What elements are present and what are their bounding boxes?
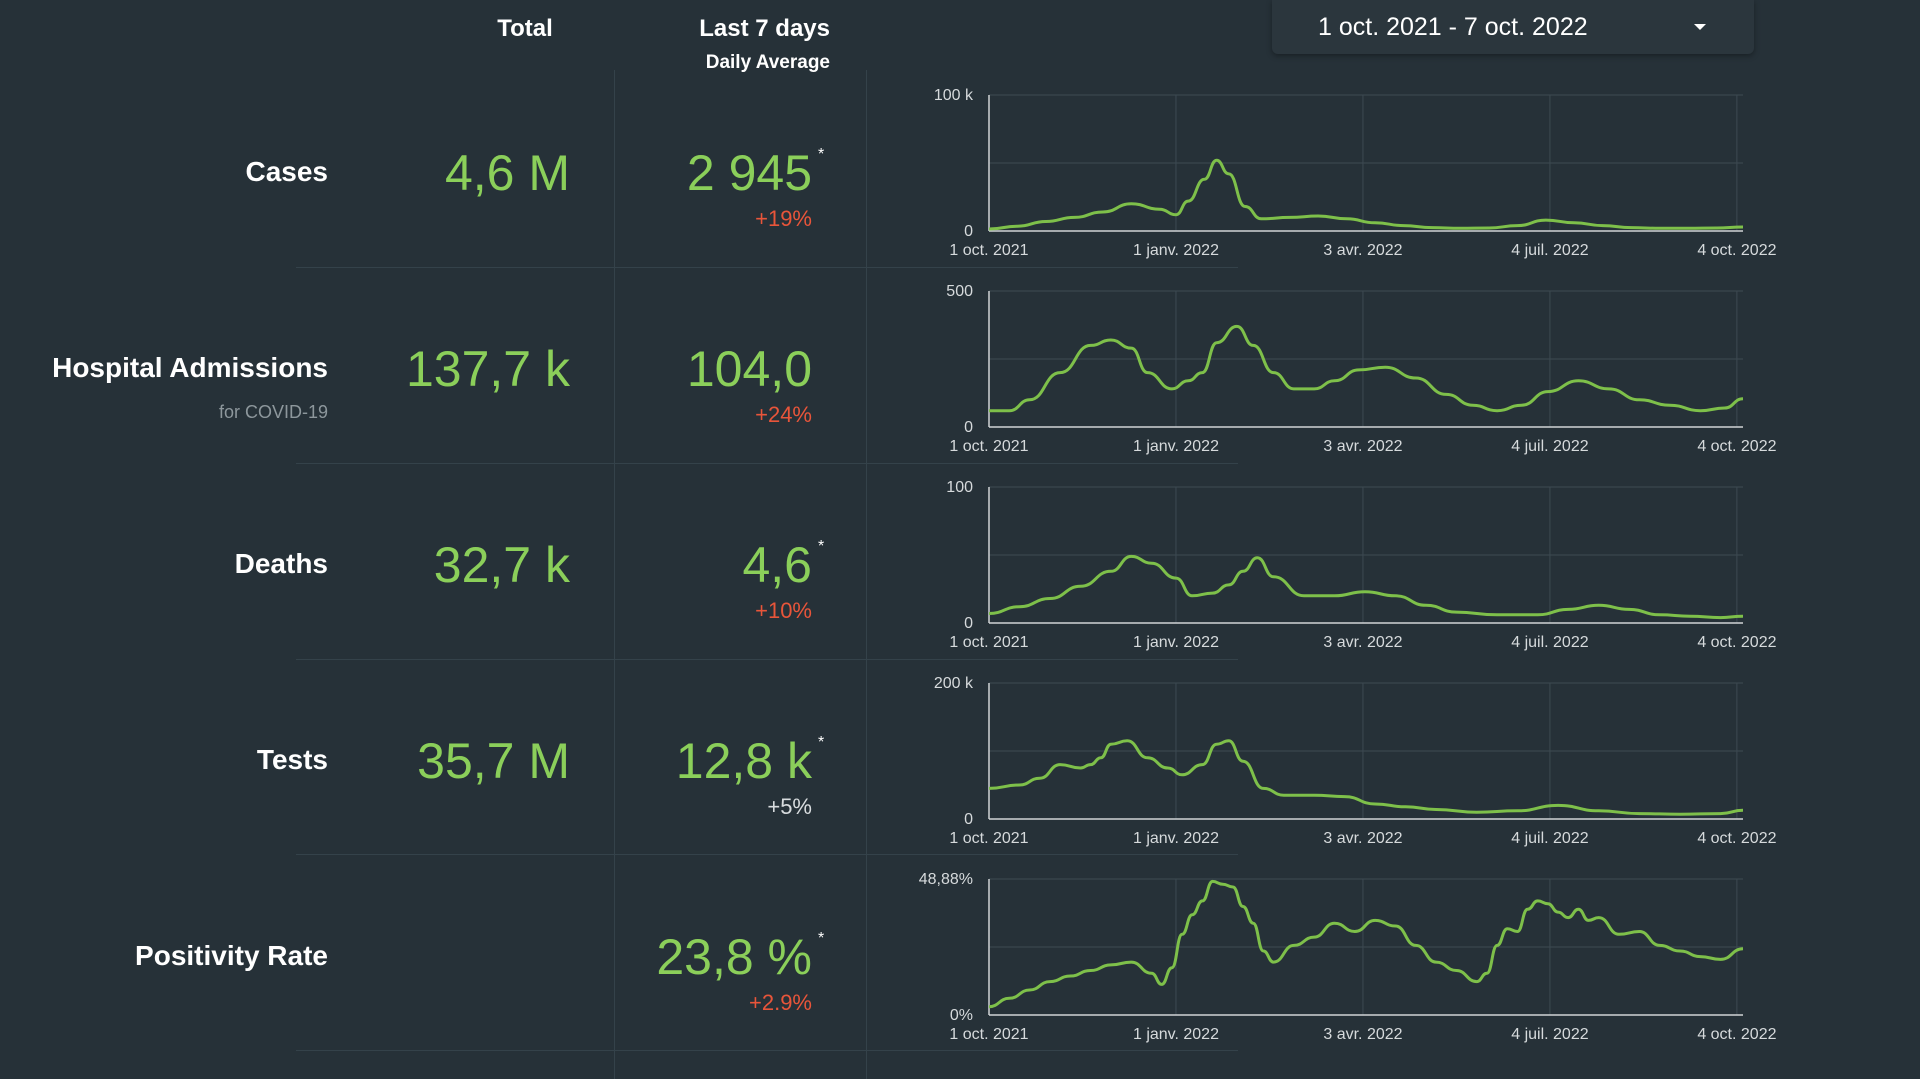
x-tick-label: 4 oct. 2022 — [1697, 634, 1776, 651]
x-tick-label: 1 oct. 2021 — [949, 1026, 1028, 1043]
series-line — [988, 158, 1744, 231]
series-line — [988, 739, 1744, 816]
metric-row-deaths: Deaths 32,7 k 4,6 * +10% — [0, 488, 1920, 684]
x-tick-label: 1 oct. 2021 — [949, 634, 1028, 651]
x-tick-label: 4 juil. 2022 — [1511, 830, 1588, 847]
metric-daily-average: 12,8 k — [675, 733, 812, 789]
metric-label: Hospital Admissions — [52, 352, 328, 383]
metric-daily-average: 104,0 — [686, 341, 812, 397]
date-range-label: 1 oct. 2021 - 7 oct. 2022 — [1318, 12, 1588, 41]
x-tick-label: 1 janv. 2022 — [1133, 438, 1219, 455]
footnote-asterisk: * — [818, 734, 825, 751]
row-divider — [296, 659, 1238, 660]
positivity-rate-trend-chart: 0% 48,88% 1 oct. 2021 1 janv. 2022 3 avr. 20… — [919, 871, 1777, 1043]
y-tick-label: 100 — [946, 479, 973, 496]
metric-row-cases: Cases 4,6 M 2 945 * +19% — [0, 96, 1920, 292]
y-tick-label: 500 — [946, 283, 973, 300]
metric-change: +19% — [755, 206, 812, 231]
metric-row-positivity-rate: Positivity Rate 23,8 % * +2.9% — [0, 880, 1920, 1076]
metric-change: +2.9% — [749, 990, 812, 1015]
x-tick-label: 4 juil. 2022 — [1511, 634, 1588, 651]
x-tick-label: 3 avr. 2022 — [1323, 242, 1402, 259]
metric-change: +5% — [767, 794, 812, 819]
metric-daily-average: 4,6 — [742, 537, 812, 593]
row-divider — [296, 854, 1238, 855]
cases-trend-chart: 0 100 k 1 oct. 2021 1 janv. 2022 3 avr. 2022… — [934, 87, 1777, 259]
chevron-down-icon[interactable] — [1694, 24, 1706, 30]
metric-label: Cases — [245, 156, 328, 187]
x-tick-label: 3 avr. 2022 — [1323, 634, 1402, 651]
metric-label: Deaths — [234, 548, 328, 579]
y-tick-label: 0 — [964, 419, 973, 436]
series-line — [988, 324, 1744, 413]
row-divider — [296, 1050, 1238, 1051]
y-tick-label: 200 k — [934, 675, 974, 692]
metric-total: 32,7 k — [433, 537, 570, 593]
x-tick-label: 1 oct. 2021 — [949, 438, 1028, 455]
x-tick-label: 4 juil. 2022 — [1511, 1026, 1588, 1043]
column-divider — [866, 70, 867, 1079]
metric-total: 4,6 M — [444, 145, 570, 201]
y-tick-label: 100 k — [934, 87, 974, 104]
column-header-total: Total — [497, 15, 553, 42]
metric-total: 35,7 M — [417, 733, 570, 789]
footnote-asterisk: * — [818, 930, 825, 947]
metric-change: +10% — [755, 598, 812, 623]
x-tick-label: 4 oct. 2022 — [1697, 830, 1776, 847]
metric-label: Positivity Rate — [135, 940, 328, 971]
metric-daily-average: 2 945 — [686, 145, 812, 201]
metric-row-hospital-admissions: Hospital Admissions for COVID-19 137,7 k… — [0, 292, 1920, 488]
series-line — [988, 879, 1744, 1009]
x-tick-label: 1 janv. 2022 — [1133, 242, 1219, 259]
y-tick-label: 0 — [964, 223, 973, 240]
series-line — [988, 554, 1744, 620]
date-range-dropdown[interactable]: 1 oct. 2021 - 7 oct. 2022 — [1272, 0, 1754, 54]
metric-daily-average: 23,8 % — [656, 929, 812, 985]
x-tick-label: 1 oct. 2021 — [949, 242, 1028, 259]
x-tick-label: 1 oct. 2021 — [949, 830, 1028, 847]
x-tick-label: 1 janv. 2022 — [1133, 1026, 1219, 1043]
y-tick-label: 48,88% — [919, 871, 973, 888]
footnote-asterisk: * — [818, 538, 825, 555]
deaths-trend-chart: 0 100 1 oct. 2021 1 janv. 2022 3 avr. 2022 4 … — [946, 479, 1776, 651]
metric-label: Tests — [256, 744, 328, 775]
x-tick-label: 4 oct. 2022 — [1697, 438, 1776, 455]
y-tick-label: 0 — [964, 615, 973, 632]
row-divider — [296, 463, 1238, 464]
tests-trend-chart: 0 200 k 1 oct. 2021 1 janv. 2022 3 avr. 2022… — [934, 675, 1777, 847]
y-tick-label: 0% — [950, 1007, 973, 1024]
metric-total: 137,7 k — [405, 341, 570, 397]
column-divider — [614, 70, 615, 1079]
x-tick-label: 3 avr. 2022 — [1323, 1026, 1402, 1043]
x-tick-label: 1 janv. 2022 — [1133, 830, 1219, 847]
x-tick-label: 4 juil. 2022 — [1511, 242, 1588, 259]
x-tick-label: 3 avr. 2022 — [1323, 438, 1402, 455]
column-header-last-7-days: Last 7 days — [699, 15, 830, 42]
column-subheader-daily-average: Daily Average — [705, 52, 830, 73]
hospital-admissions-trend-chart: 0 500 1 oct. 2021 1 janv. 2022 3 avr. 2022 4 … — [946, 283, 1776, 455]
x-tick-label: 4 oct. 2022 — [1697, 242, 1776, 259]
metric-sublabel: for COVID-19 — [218, 402, 328, 422]
metric-change: +24% — [755, 402, 812, 427]
y-tick-label: 0 — [964, 811, 973, 828]
x-tick-label: 4 juil. 2022 — [1511, 438, 1588, 455]
metric-row-tests: Tests 35,7 M 12,8 k * +5% — [0, 684, 1920, 880]
x-tick-label: 1 janv. 2022 — [1133, 634, 1219, 651]
footnote-asterisk: * — [818, 146, 825, 163]
x-tick-label: 4 oct. 2022 — [1697, 1026, 1776, 1043]
row-divider — [296, 267, 1238, 268]
x-tick-label: 3 avr. 2022 — [1323, 830, 1402, 847]
